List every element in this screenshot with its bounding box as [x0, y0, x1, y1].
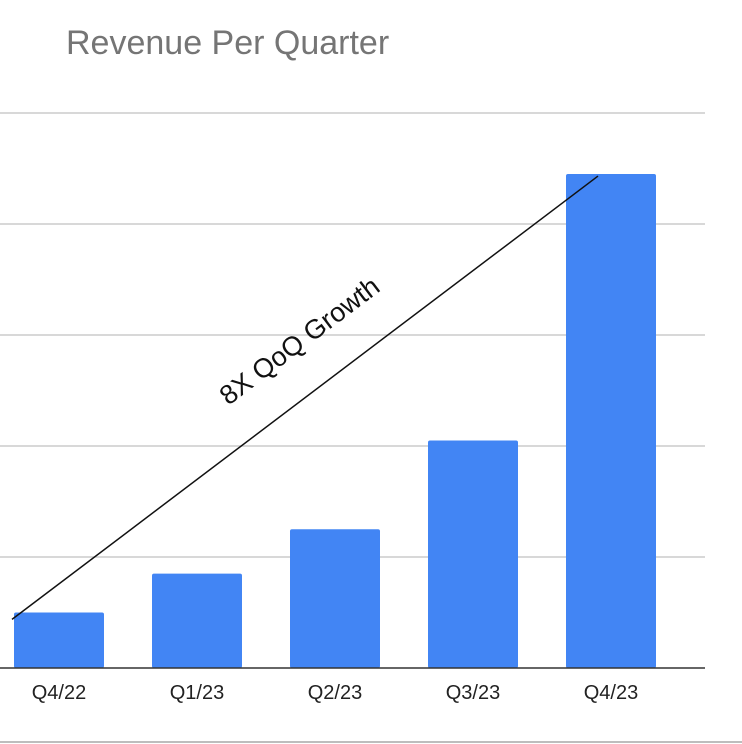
- bar: [290, 529, 380, 668]
- x-tick-labels: Q4/22 Q1/23 Q2/23 Q3/23 Q4/23: [32, 682, 638, 704]
- bar: [428, 440, 518, 668]
- growth-trend-line: [11, 175, 599, 620]
- bars: [14, 174, 656, 669]
- x-tick-label: Q4/22: [32, 682, 86, 704]
- x-tick-label: Q4/23: [584, 682, 638, 704]
- bar: [152, 573, 242, 668]
- x-tick-label: Q3/23: [446, 682, 500, 704]
- growth-annotation-label: 8X QoQ Growth: [214, 271, 385, 411]
- x-tick-label: Q1/23: [170, 682, 224, 704]
- chart-title: Revenue Per Quarter: [66, 24, 390, 62]
- x-tick-label: Q2/23: [308, 682, 362, 704]
- bar: [14, 612, 104, 668]
- bar: [566, 174, 656, 669]
